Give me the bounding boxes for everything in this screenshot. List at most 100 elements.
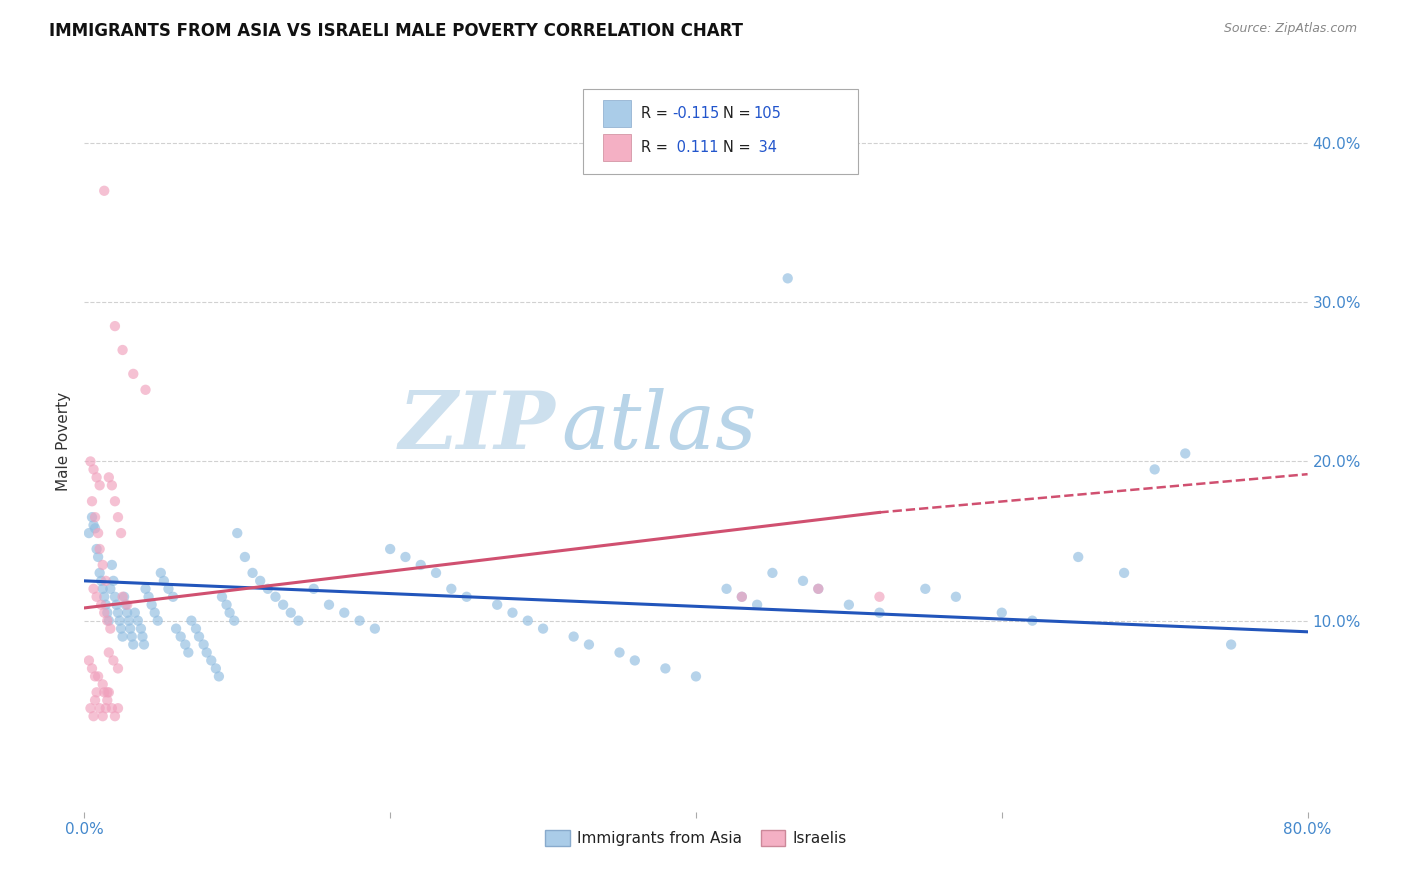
Point bbox=[87, 526, 110, 541]
Point bbox=[90, 598, 112, 612]
Point bbox=[333, 606, 356, 620]
Point bbox=[153, 574, 176, 588]
Text: IMMIGRANTS FROM ASIA VS ISRAELI MALE POVERTY CORRELATION CHART: IMMIGRANTS FROM ASIA VS ISRAELI MALE POV… bbox=[49, 22, 744, 40]
Point bbox=[685, 669, 707, 683]
Point bbox=[101, 701, 124, 715]
Point bbox=[226, 526, 249, 541]
Point bbox=[531, 622, 554, 636]
Point bbox=[716, 582, 738, 596]
Text: atlas: atlas bbox=[561, 388, 756, 466]
Point bbox=[104, 709, 127, 723]
Text: 105: 105 bbox=[754, 106, 782, 120]
Point bbox=[114, 598, 136, 612]
Point bbox=[89, 701, 111, 715]
Point bbox=[93, 184, 115, 198]
Point bbox=[195, 646, 218, 660]
Text: 34: 34 bbox=[754, 140, 776, 154]
Point bbox=[456, 590, 478, 604]
Point bbox=[1021, 614, 1043, 628]
Text: R =: R = bbox=[641, 140, 672, 154]
Point bbox=[111, 630, 134, 644]
Point bbox=[807, 582, 830, 596]
Point bbox=[165, 622, 187, 636]
Point bbox=[138, 590, 160, 604]
Point bbox=[83, 462, 105, 476]
Point bbox=[1220, 638, 1243, 652]
Point bbox=[80, 661, 103, 675]
Point bbox=[425, 566, 447, 580]
Point bbox=[257, 582, 280, 596]
Point bbox=[91, 582, 114, 596]
Point bbox=[807, 582, 830, 596]
Point bbox=[96, 685, 118, 699]
Point bbox=[84, 669, 107, 683]
Point bbox=[93, 590, 115, 604]
Point bbox=[792, 574, 814, 588]
Point bbox=[157, 582, 180, 596]
Text: -0.115: -0.115 bbox=[672, 106, 720, 120]
Point bbox=[180, 614, 202, 628]
Point bbox=[193, 638, 215, 652]
Point bbox=[208, 669, 231, 683]
Point bbox=[1174, 446, 1197, 460]
Point bbox=[91, 677, 114, 691]
Point bbox=[233, 549, 256, 564]
Point bbox=[135, 582, 157, 596]
Point bbox=[129, 622, 152, 636]
Point bbox=[654, 661, 676, 675]
Point bbox=[271, 598, 294, 612]
Point bbox=[869, 590, 891, 604]
Point bbox=[77, 526, 100, 541]
Point bbox=[188, 630, 211, 644]
Point bbox=[111, 590, 134, 604]
Point bbox=[101, 558, 124, 572]
Point bbox=[86, 541, 108, 556]
Point bbox=[516, 614, 538, 628]
Point bbox=[101, 478, 124, 492]
Point bbox=[110, 622, 132, 636]
Point bbox=[107, 606, 129, 620]
Point bbox=[205, 661, 228, 675]
Point bbox=[409, 558, 432, 572]
Point bbox=[89, 541, 111, 556]
Point bbox=[94, 701, 117, 715]
Point bbox=[84, 693, 107, 707]
Point bbox=[264, 590, 287, 604]
Point bbox=[121, 630, 143, 644]
Point bbox=[609, 646, 631, 660]
Point bbox=[318, 598, 340, 612]
Point bbox=[242, 566, 264, 580]
Point bbox=[945, 590, 967, 604]
Point bbox=[79, 701, 101, 715]
Point bbox=[141, 598, 163, 612]
Point bbox=[93, 685, 115, 699]
Point bbox=[170, 630, 193, 644]
Text: 0.111: 0.111 bbox=[672, 140, 718, 154]
Point bbox=[914, 582, 936, 596]
Point bbox=[89, 566, 111, 580]
Text: ZIP: ZIP bbox=[398, 388, 555, 466]
Point bbox=[80, 510, 103, 524]
Point bbox=[624, 653, 647, 667]
Text: N =: N = bbox=[723, 140, 755, 154]
Point bbox=[218, 606, 240, 620]
Point bbox=[96, 606, 118, 620]
Point bbox=[991, 606, 1014, 620]
Point bbox=[86, 470, 108, 484]
Point bbox=[486, 598, 509, 612]
Point bbox=[122, 638, 145, 652]
Point bbox=[103, 574, 125, 588]
Point bbox=[98, 622, 121, 636]
Point bbox=[578, 638, 600, 652]
Point bbox=[104, 590, 127, 604]
Point bbox=[731, 590, 754, 604]
Point bbox=[87, 669, 110, 683]
Point bbox=[364, 622, 387, 636]
Point bbox=[761, 566, 783, 580]
Point bbox=[84, 521, 107, 535]
Point bbox=[215, 598, 238, 612]
Point bbox=[104, 319, 127, 334]
Y-axis label: Male Poverty: Male Poverty bbox=[56, 392, 72, 491]
Point bbox=[146, 614, 169, 628]
Point bbox=[1067, 549, 1090, 564]
